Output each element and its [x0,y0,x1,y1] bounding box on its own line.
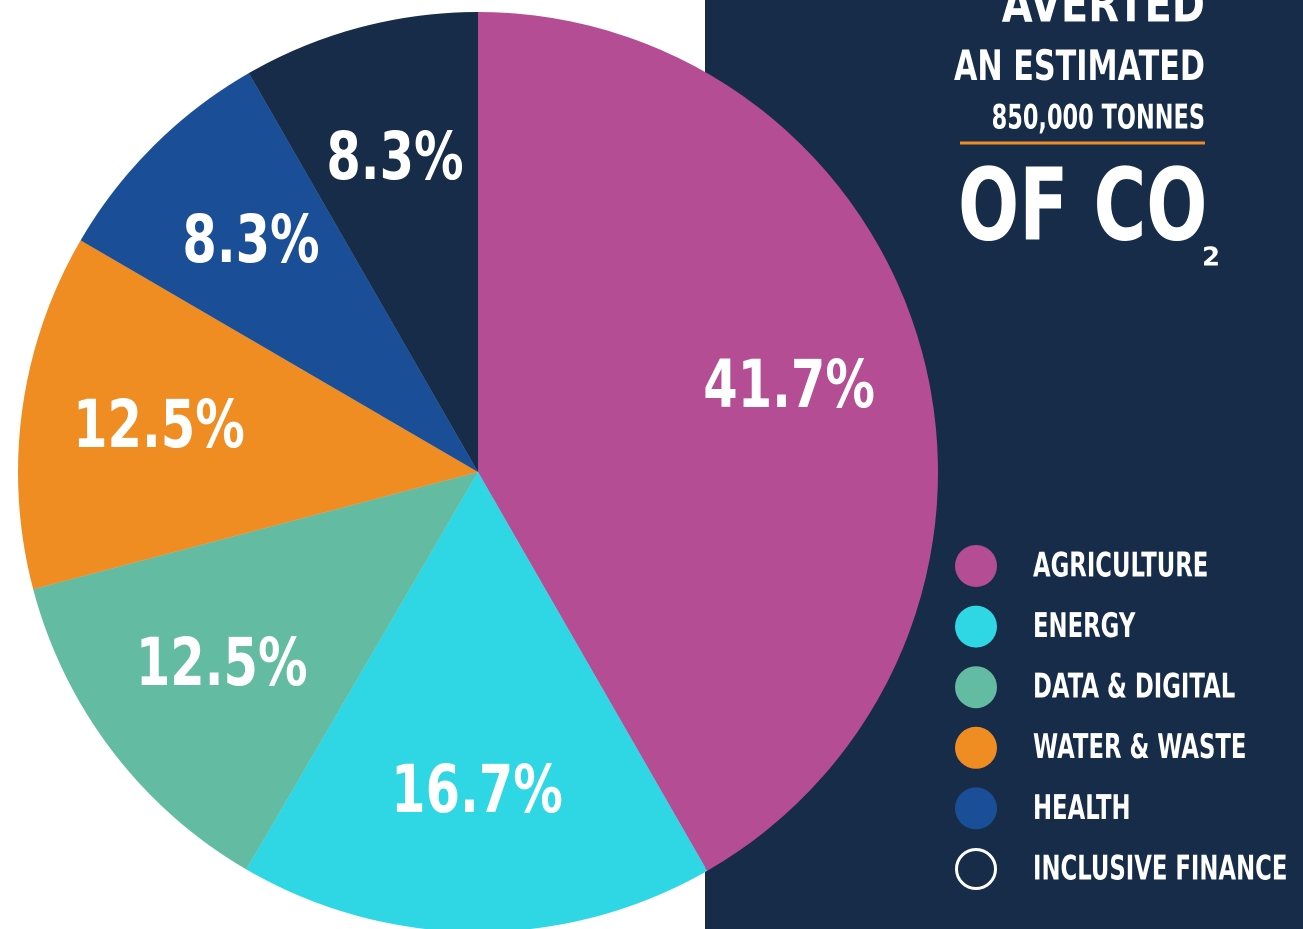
value-label: 16.7% [391,751,563,828]
legend-label: INCLUSIVE FINANCE [1033,848,1287,888]
value-label: 12.5% [136,624,308,701]
annotation: 2 [1202,243,1220,273]
value-label: 12.5% [73,386,245,463]
pie-slice [80,73,479,473]
annotation: 850,000 TONNES [992,97,1205,137]
legend-label: DATA & DIGITAL [1033,666,1235,706]
value-label: 8.3% [326,118,463,195]
annotation: AVERTED [1002,0,1205,33]
legend-marker [955,666,997,709]
value-label: 8.3% [182,201,319,278]
legend-label: WATER & WASTE [1033,726,1246,766]
pie-slice [478,12,938,871]
pie-slice [248,12,478,472]
value-label: 41.7% [703,346,875,423]
legend-marker [955,726,997,769]
pie-slice [18,240,479,590]
legend-label: HEALTH [1033,787,1131,827]
legend-marker [955,848,997,890]
pie-slice [246,472,708,929]
legend-label: ENERGY [1033,605,1136,645]
annotation: AN ESTIMATED [954,41,1205,90]
pie: 41.7% 16.7% 12.5% 12.5% 8.3%8.3% [18,12,938,929]
legend-marker [955,605,997,648]
legend-marker [955,545,997,587]
legend: AGRICULTURE ENERGY DATA & DIGITAL WATER & W… [955,545,1287,890]
legend-label: AGRICULTURE [1033,545,1208,585]
annotation: OF CO [958,146,1207,263]
pie-slice [33,472,478,870]
legend-marker [955,787,997,830]
